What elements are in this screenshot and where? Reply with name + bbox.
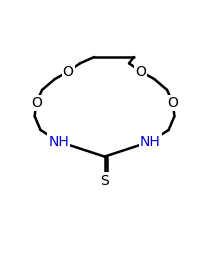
Text: NH: NH xyxy=(140,135,161,148)
Text: NH: NH xyxy=(48,135,69,148)
Text: O: O xyxy=(31,96,42,110)
Text: O: O xyxy=(135,64,146,79)
Text: O: O xyxy=(167,96,178,110)
Text: S: S xyxy=(100,174,109,188)
Text: O: O xyxy=(63,64,74,79)
